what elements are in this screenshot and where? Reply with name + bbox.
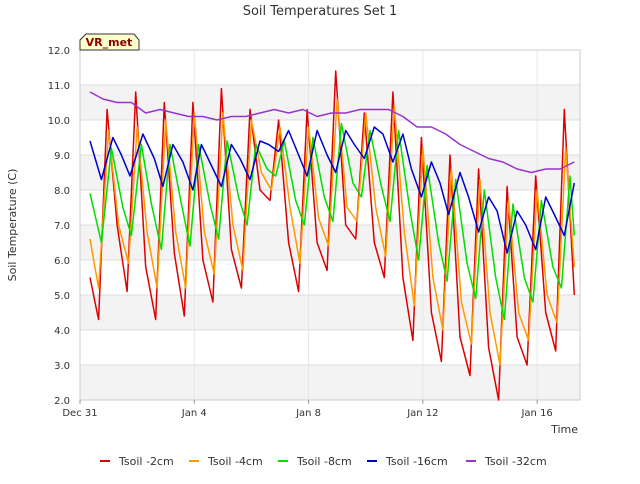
y-tick-label: 9.0 [54,151,70,162]
x-tick-label: Jan 4 [181,408,207,419]
y-tick-label: 4.0 [54,326,70,337]
legend: Tsoil -2cm Tsoil -4cm Tsoil -8cm Tsoil -16c… [100,455,547,468]
background-band [80,365,580,400]
x-tick-label: Jan 12 [406,408,438,419]
series-line-2 [89,98,576,366]
series-line-1 [89,70,576,401]
background-band [80,295,580,330]
legend-label: Tsoil -2cm [118,455,174,468]
series-lines [89,70,576,401]
series-line-5 [89,91,575,174]
y-tick-label: 8.0 [54,186,70,197]
y-tick-label: 5.0 [54,291,70,302]
x-tick-label: Dec 31 [62,408,97,419]
background-band [80,50,580,85]
series-line-4 [89,126,576,254]
x-axis-label: Time [550,423,578,436]
y-tick-label: 7.0 [54,221,70,232]
background-band [80,85,580,120]
y-tick-label: 12.0 [48,46,70,57]
series-line-3 [89,122,576,321]
legend-label: Tsoil -8cm [296,455,352,468]
x-tick-label: Jan 8 [295,408,321,419]
background-bands [80,50,580,400]
legend-label: Tsoil -4cm [207,455,263,468]
y-tick-label: 10.0 [48,116,70,127]
plot-border [79,49,581,401]
site-label-badge: VR_met [79,33,140,51]
site-label-text: VR_met [86,36,133,49]
chart-title: Soil Temperatures Set 1 [243,4,398,19]
y-axis-ticks: 2.0 3.0 4.0 5.0 6.0 7.0 8.0 9.0 10.0 11.0 12.0 [48,46,70,407]
y-tick-label: 3.0 [54,361,70,372]
legend-label: Tsoil -32cm [484,455,547,468]
background-band [80,120,580,155]
x-axis-ticks: Dec 31 Jan 4 Jan 8 Jan 12 Jan 16 [62,400,553,419]
y-axis-label: Soil Temperature (C) [6,169,19,282]
y-tick-label: 6.0 [54,256,70,267]
legend-label: Tsoil -16cm [385,455,448,468]
y-tick-label: 11.0 [48,81,70,92]
x-tick-label: Jan 16 [520,408,552,419]
y-tick-label: 2.0 [54,396,70,407]
background-band [80,330,580,365]
background-band [80,260,580,295]
